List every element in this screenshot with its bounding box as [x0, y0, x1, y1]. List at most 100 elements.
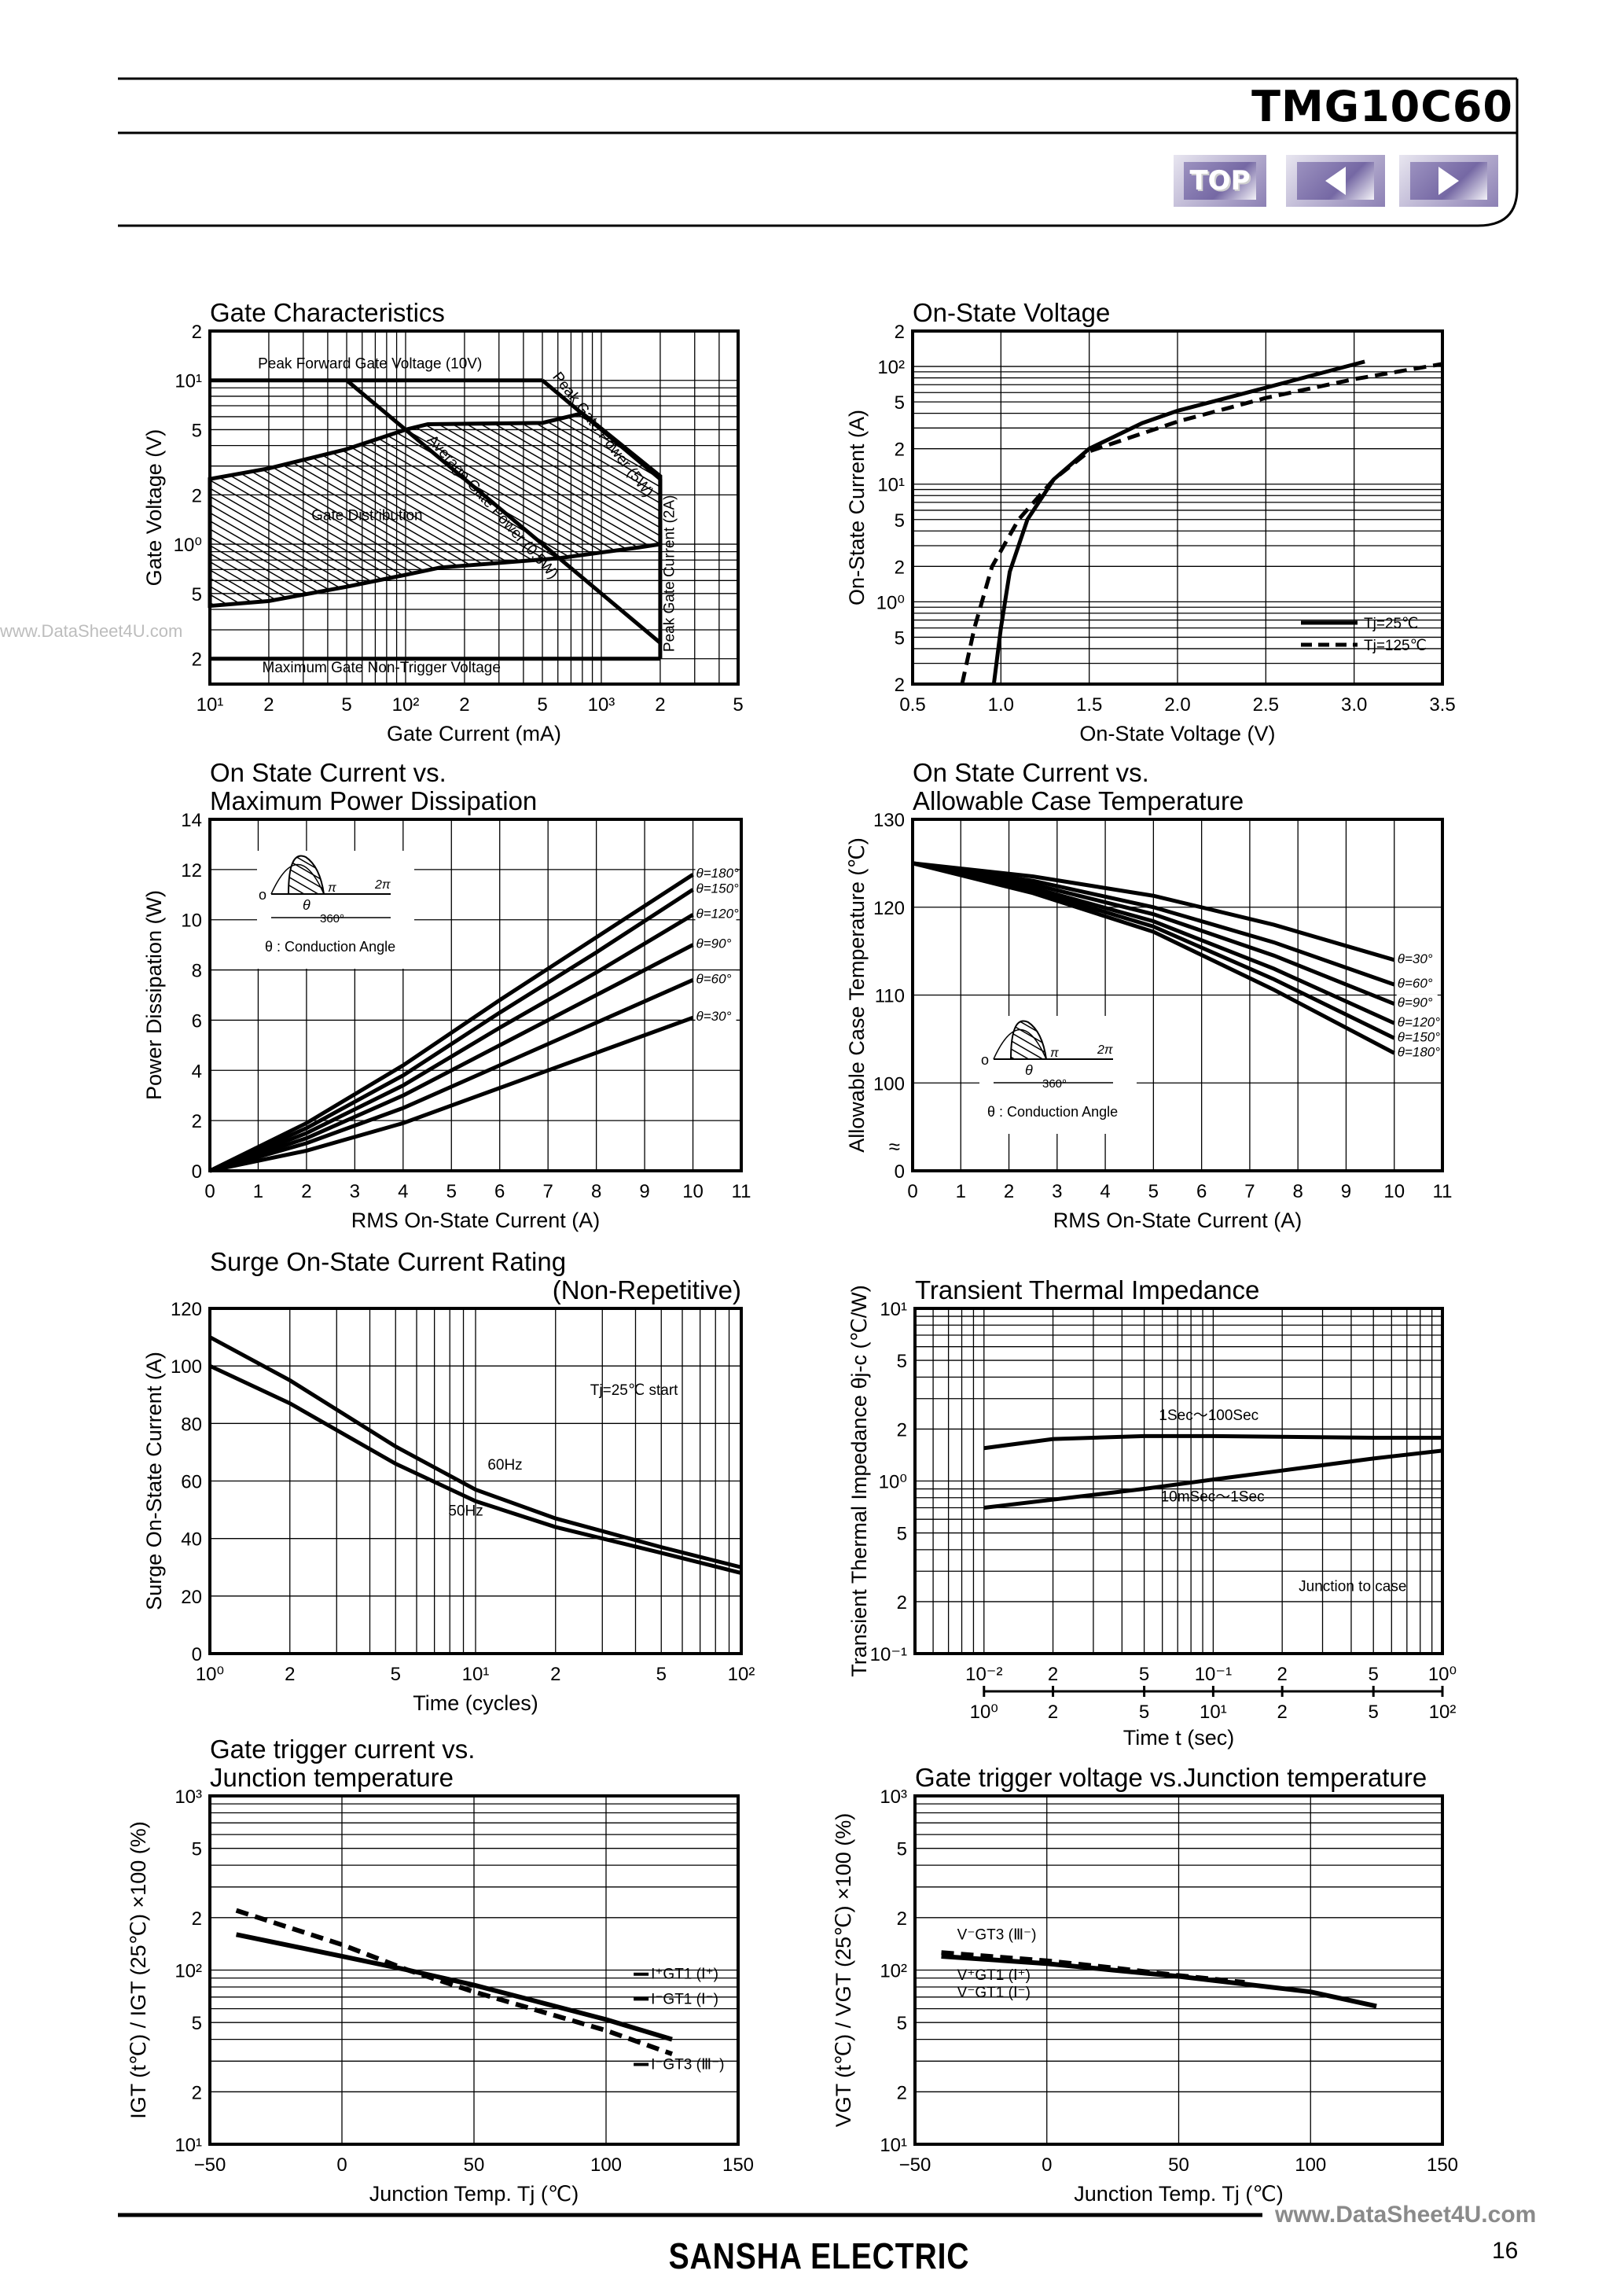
part-number: TMG10C60 — [1251, 82, 1513, 131]
chart-title: Gate trigger voltage vs.Junction tempera… — [915, 1763, 1427, 1792]
series-line — [912, 861, 1395, 987]
series-label: θ=60° — [1398, 976, 1433, 991]
x-tick-label: 5 — [656, 1664, 667, 1685]
x-tick-label: 11 — [1433, 1181, 1453, 1202]
x-tick-label: 9 — [639, 1181, 649, 1202]
x-tick-label: 3 — [1052, 1181, 1062, 1202]
y-tick-label: 100 — [873, 1073, 905, 1095]
inset-bg — [979, 1016, 1137, 1134]
y-axis-label: Transient Thermal Impedance θj-c (℃/W) — [847, 1285, 871, 1676]
y-axis-label: Surge On-State Current (A) — [142, 1352, 166, 1610]
series-label: θ=150° — [696, 881, 740, 896]
x-tick-label: 1.5 — [1076, 694, 1102, 716]
series-label-bg — [695, 865, 737, 881]
y-tick-label: 20 — [181, 1587, 202, 1608]
chart-3: On State Current vs.Maximum Power Dissip… — [142, 758, 751, 1232]
top-button[interactable]: TOP — [1174, 155, 1266, 207]
sine-outline — [270, 863, 325, 895]
series-line — [208, 1335, 742, 1569]
series-label-bg — [695, 1008, 737, 1025]
inset-bg — [257, 851, 414, 969]
plot-frame — [911, 329, 1444, 686]
chart-1: Gate Characteristics 10¹ 2 5 10² 2 5 10³ 2 5 2 10¹ 5… — [142, 298, 744, 745]
annotation: 50Hz — [448, 1503, 483, 1519]
series-line — [345, 378, 662, 645]
next-page-button[interactable] — [1399, 155, 1498, 207]
x-tick-label: 5 — [733, 694, 743, 716]
y-tick-label: 2 — [897, 2082, 907, 2103]
plot-frame — [911, 818, 1444, 1172]
annotation: 10mSec～1Sec — [1161, 1489, 1265, 1506]
y-axis-label: On-State Current (A) — [845, 410, 869, 605]
x-tick-label: 10⁰ — [1428, 1664, 1457, 1685]
x2-tick-label: 2 — [1277, 1702, 1287, 1723]
inset-period: 360° — [320, 912, 344, 925]
y-tick-label: 2 — [192, 1111, 202, 1132]
inset-two_pi: 2π — [1097, 1043, 1113, 1057]
series-line — [235, 1908, 674, 2056]
axis-break-mark: ≈ — [889, 1135, 900, 1158]
x-tick-label: 150 — [1427, 2154, 1458, 2176]
series-line — [941, 1950, 1245, 1985]
chart-title: Surge On-State Current Rating — [210, 1247, 566, 1276]
y-tick-label: 14 — [181, 810, 202, 831]
previous-page-button[interactable] — [1286, 155, 1385, 207]
legend-label: Tj=25℃ — [1364, 616, 1418, 632]
annotation: V⁻GT1 (Ⅰ⁻) — [957, 1985, 1031, 2001]
series-line — [235, 1932, 673, 2042]
plot-frame — [208, 818, 743, 1172]
x-tick-label: 5 — [1139, 1664, 1149, 1685]
y-tick-label: 10¹ — [880, 1299, 907, 1320]
y-tick-label: 2 — [895, 440, 905, 461]
x-tick-label: 4 — [398, 1181, 408, 1202]
page-number: 16 — [1492, 2238, 1519, 2264]
y-tick-label: 10⁰ — [174, 535, 202, 556]
y-tick-label: 5 — [897, 1839, 907, 1860]
triangle-right-icon — [1438, 166, 1459, 195]
x2-tick-label: 5 — [1139, 1702, 1149, 1723]
y-tick-label: 10⁰ — [876, 592, 905, 613]
conduction-angle-inset: o θ π 2π 360° θ : Conduction Angle — [257, 851, 414, 969]
x-tick-label: 10⁻² — [965, 1664, 1002, 1685]
y-tick-label: 2 — [895, 557, 905, 578]
x-tick-label: 8 — [1293, 1181, 1303, 1202]
grid — [914, 1795, 1443, 2145]
x-axis-label: Junction Temp. Tj (℃) — [1074, 2182, 1283, 2206]
chart-title: (Non-Repetitive) — [553, 1275, 741, 1304]
watermark-footer[interactable]: www.DataSheet4U.com — [1275, 2202, 1537, 2228]
grid — [914, 1308, 1443, 1654]
triangle-left-icon — [1325, 166, 1346, 195]
x-tick-label: 10 — [682, 1181, 704, 1202]
series-label-bg — [1396, 1028, 1438, 1045]
y-tick-label: 2 — [192, 649, 202, 671]
x-tick-label: 1 — [253, 1181, 263, 1202]
x-tick-label: 150 — [722, 2154, 754, 2176]
y-tick-label: 40 — [181, 1529, 202, 1551]
series-line — [208, 873, 694, 1173]
y-tick-label: 2 — [897, 1419, 907, 1441]
y-tick-label: 10¹ — [175, 2135, 202, 2156]
series-line — [209, 978, 694, 1173]
series-label-bg — [1396, 994, 1438, 1010]
x-tick-label: 50 — [1168, 2154, 1189, 2176]
x-tick-label: 10¹ — [462, 1664, 490, 1685]
annotation: Peak Gate Current (2A) — [661, 495, 678, 653]
plot-frame — [208, 1794, 740, 2146]
x-tick-label: 2.5 — [1253, 694, 1279, 716]
series-line — [209, 913, 694, 1173]
y-tick-label: 5 — [192, 584, 202, 605]
y-axis-label: IGT (t℃) / IGT (25℃) ×100 (%) — [127, 1821, 150, 2118]
x-tick-label: 100 — [1295, 2154, 1326, 2176]
series-label: θ=90° — [696, 936, 732, 951]
chart-title: Gate trigger current vs. — [210, 1735, 475, 1764]
y-tick-label: 2 — [192, 2082, 202, 2103]
x-tick-label: 5 — [1148, 1181, 1159, 1202]
y-tick-label: 5 — [192, 420, 202, 441]
y-axis-label: Allowable Case Temperature (℃) — [845, 837, 869, 1153]
y-tick-label: 5 — [897, 2013, 907, 2034]
series-label: θ=150° — [1398, 1029, 1441, 1044]
y-tick-label: 10³ — [175, 1786, 202, 1808]
inset-theta: θ — [1025, 1062, 1033, 1078]
x-tick-label: 9 — [1341, 1181, 1351, 1202]
y-tick-label: 2 — [192, 322, 202, 343]
